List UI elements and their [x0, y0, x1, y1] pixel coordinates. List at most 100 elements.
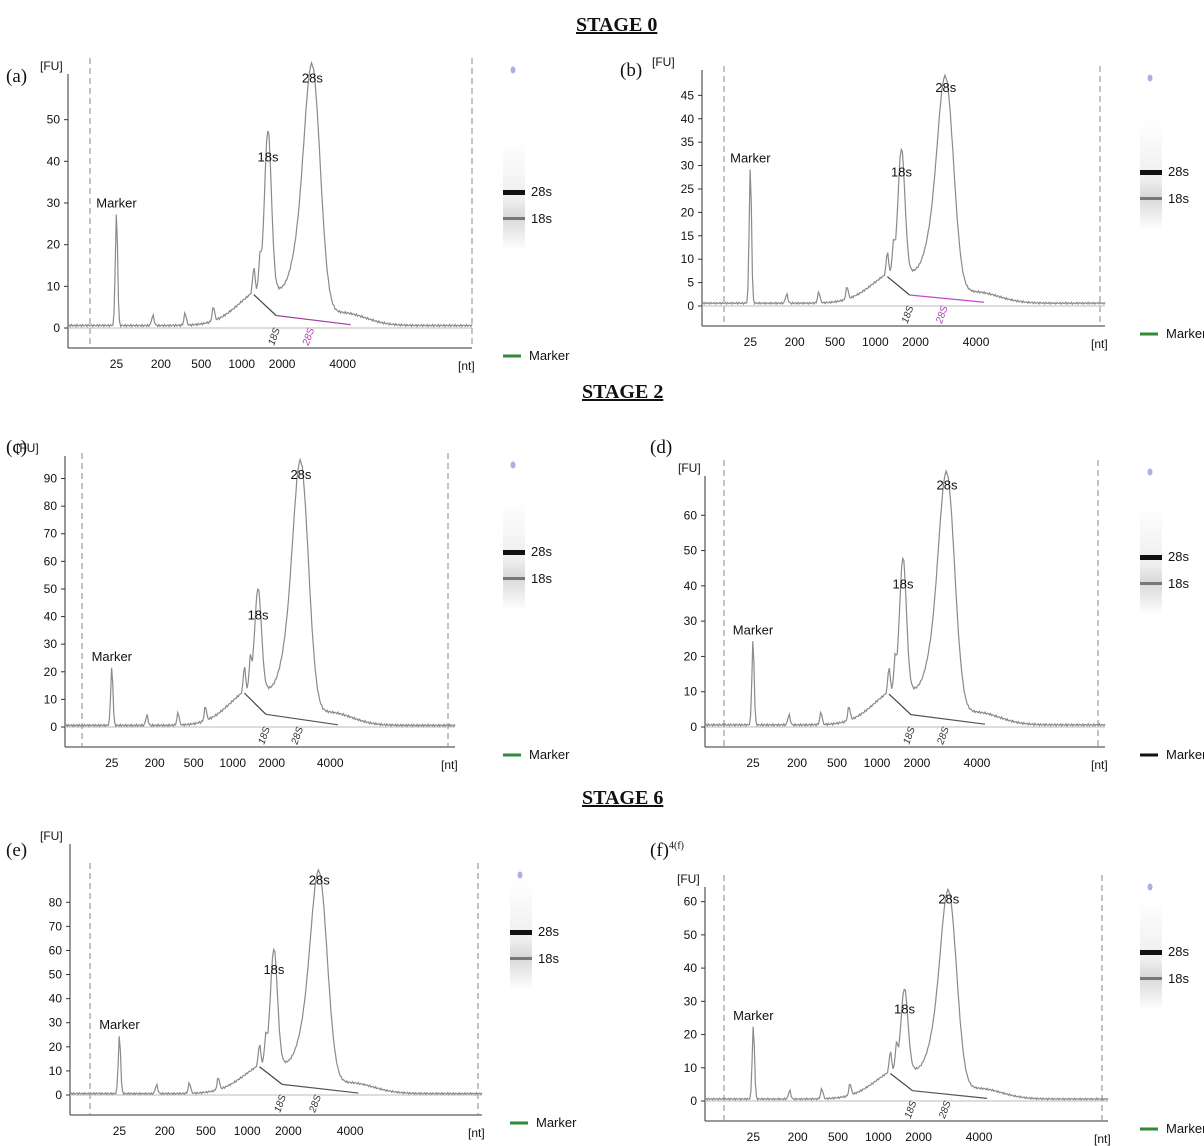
peak-baseline-18s: [888, 693, 912, 716]
x-tick-label: 1000: [219, 756, 246, 770]
y-tick-label: 10: [681, 252, 695, 266]
x-unit-label: [nt]: [1091, 337, 1108, 351]
peak-label-18s: 18s: [891, 164, 912, 179]
x-tick-label: 500: [828, 1130, 848, 1144]
y-tick-label: 20: [44, 665, 58, 679]
gel-label-18s: 18s: [538, 951, 559, 966]
region-label-18s: 18S: [903, 1099, 920, 1120]
gel-band-18s: [1140, 977, 1162, 980]
y-unit-label: [FU]: [678, 461, 701, 475]
panel-b: (b) [FU] 0 5 10 15 20 25 30 35 40 45 25 200 500 1000 200…: [600, 50, 1204, 380]
peak-label-28s: 28s: [302, 71, 323, 86]
y-tick-label: 30: [44, 637, 58, 651]
gel-label-28s: 28s: [1168, 549, 1189, 564]
x-tick-label: 200: [145, 756, 165, 770]
peak-label-18s: 18s: [263, 962, 284, 977]
chart-svg: [FU] 0 10 20 30 40 50 60 25 200 500 1000 2000 4000 [nt…: [677, 872, 1204, 1146]
y-tick-label: 40: [684, 579, 698, 593]
x-tick-label: 1000: [228, 357, 255, 371]
x-tick-label: 2000: [275, 1124, 302, 1138]
x-tick-label: 500: [196, 1124, 216, 1138]
y-tick-label: 60: [49, 943, 63, 957]
peak-baseline-18s: [886, 276, 910, 296]
x-tick-label: 2000: [904, 756, 931, 770]
y-tick-label: 50: [684, 928, 698, 942]
region-label-28s: 28S: [307, 1093, 324, 1115]
x-tick-label: 25: [747, 1130, 761, 1144]
y-tick-label: 60: [44, 554, 58, 568]
y-tick-label: 30: [49, 1016, 63, 1030]
electropherogram-trace: [69, 868, 483, 1096]
y-tick-label: 40: [47, 154, 61, 168]
peak-label-marker: Marker: [99, 1017, 140, 1032]
peak-baseline-18s: [890, 1073, 913, 1092]
gel-label-28s: 28s: [538, 924, 559, 939]
x-tick-label: 4000: [329, 357, 356, 371]
region-label-28s: 28S: [934, 304, 951, 326]
chart-svg: [FU] 0 10 20 30 40 50 60 70 80 25 200 500 1000 2000 400…: [40, 829, 577, 1140]
y-tick-label: 10: [684, 1061, 698, 1075]
y-tick-label: 60: [684, 508, 698, 522]
gel-band-18s: [503, 577, 525, 580]
x-tick-label: 4000: [963, 335, 990, 349]
peak-baseline-18s: [259, 1066, 283, 1085]
x-tick-label: 1000: [862, 335, 889, 349]
x-unit-label: [nt]: [1094, 1132, 1111, 1146]
peak-label-marker: Marker: [730, 150, 771, 165]
sample-dot: [1147, 74, 1153, 82]
gel-label-18s: 18s: [1168, 576, 1189, 591]
region-label-18s: 18S: [272, 1093, 289, 1114]
y-tick-label: 40: [684, 961, 698, 975]
y-tick-label: 20: [684, 649, 698, 663]
peak-label-18s: 18s: [893, 576, 914, 591]
x-unit-label: [nt]: [468, 1126, 485, 1140]
x-tick-label: 25: [746, 756, 760, 770]
x-tick-label: 4000: [966, 1130, 993, 1144]
panel-d: (d) [FU] 0 10 20 30 40 50 60 25 200 500 1000 2000 4000…: [600, 437, 1204, 775]
x-tick-label: 25: [105, 756, 119, 770]
x-tick-label: 500: [184, 756, 204, 770]
stage-6-heading: STAGE 6: [582, 787, 664, 809]
y-tick-label: 40: [681, 112, 695, 126]
gel-band-28s: [1140, 555, 1162, 560]
y-tick-label: 80: [44, 499, 58, 513]
panel-label: (e): [6, 840, 28, 861]
x-tick-label: 2000: [269, 357, 296, 371]
region-label-18s: 18S: [266, 326, 283, 347]
panel-note: 4(f): [668, 840, 684, 852]
y-tick-label: 10: [684, 685, 698, 699]
stage-0-heading: STAGE 0: [576, 14, 658, 36]
peak-label-marker: Marker: [733, 622, 774, 637]
electropherogram-trace: [701, 73, 1106, 306]
peak-baseline-28s: [910, 714, 986, 725]
y-tick-label: 0: [687, 299, 694, 313]
panel-label: (a): [6, 66, 28, 87]
chart-svg: [FU] 0 10 20 30 40 50 60 25 200 500 1000 2000 4000 [nt…: [678, 460, 1204, 772]
x-tick-label: 500: [827, 756, 847, 770]
region-label-18s: 18S: [900, 304, 917, 325]
y-tick-label: 10: [44, 692, 58, 706]
x-tick-label: 2000: [905, 1130, 932, 1144]
sample-dot: [510, 66, 516, 74]
y-tick-label: 20: [49, 1040, 63, 1054]
panel-label: (f)4(f): [650, 840, 684, 861]
region-label-18s: 18S: [901, 725, 918, 746]
peak-baseline-28s: [282, 1083, 359, 1094]
peak-label-28s: 28s: [937, 478, 958, 493]
y-tick-label: 90: [44, 472, 58, 486]
y-tick-label: 10: [47, 279, 61, 293]
y-tick-label: 50: [49, 968, 63, 982]
x-tick-label: 1000: [864, 756, 891, 770]
chart-svg: [FU] 0 10 20 30 40 50 25 200 500 1000 2000 4000 [nt] M…: [40, 58, 570, 373]
y-tick-label: 30: [684, 994, 698, 1008]
x-tick-label: 500: [825, 335, 845, 349]
x-unit-label: [nt]: [458, 359, 475, 373]
gel-label-18s: 18s: [531, 571, 552, 586]
x-tick-label: 4000: [964, 756, 991, 770]
gel-label-18s: 18s: [531, 211, 552, 226]
peak-label-18s: 18s: [257, 150, 278, 165]
panel-a: (a) [FU] 0 10 20 30 40 50 25 200 500 1000 2000 4000 [n…: [0, 50, 620, 380]
gel-band-28s: [1140, 950, 1162, 955]
x-tick-label: 4000: [337, 1124, 364, 1138]
sample-dot: [1147, 468, 1153, 476]
